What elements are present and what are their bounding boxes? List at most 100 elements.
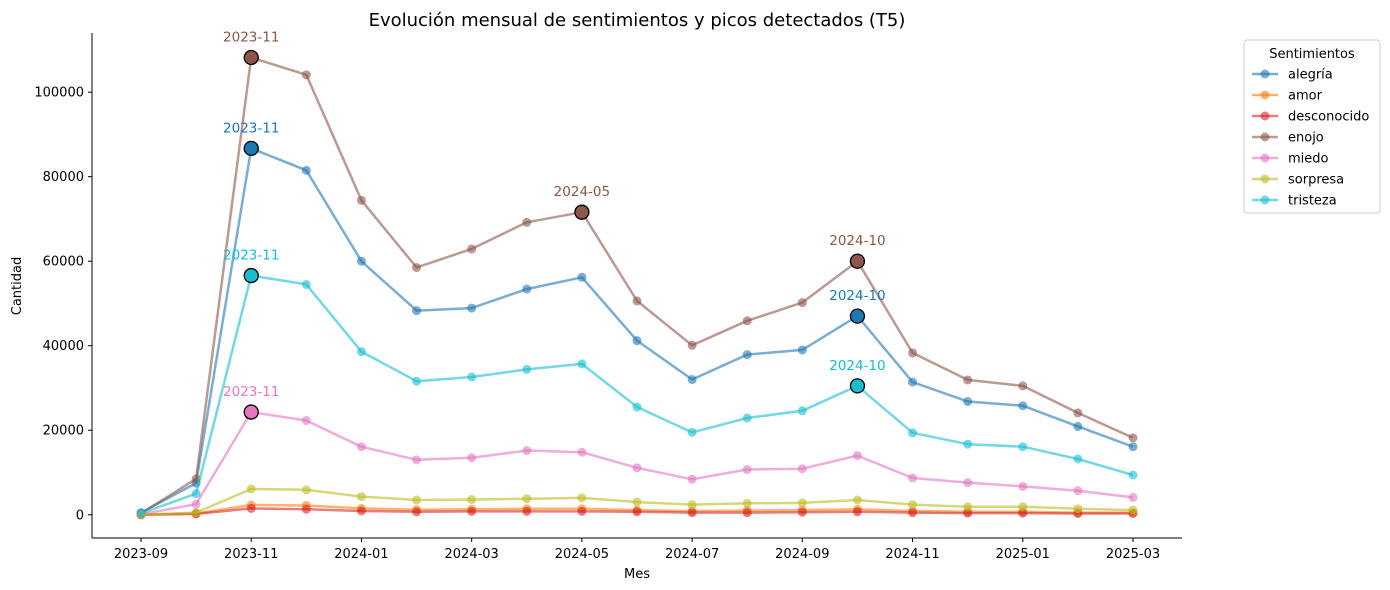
data-point: [301, 504, 311, 514]
data-point: [467, 495, 477, 505]
legend-label: alegría: [1288, 68, 1333, 83]
legend-label: desconocido: [1288, 110, 1369, 125]
peak-label: 2024-10: [829, 358, 885, 374]
x-tick-label: 2024-01: [334, 547, 388, 562]
peak-label: 2023-11: [223, 120, 279, 136]
legend-box: [1243, 39, 1381, 214]
data-point: [687, 340, 697, 350]
data-point: [742, 498, 752, 508]
peaks-layer: 2023-11 2024-05 2024-10 2023-11 2024-10 2023-…: [223, 30, 886, 420]
peak-label: 2024-05: [554, 184, 610, 200]
data-point: [742, 465, 752, 475]
legend-swatch-marker: [1260, 153, 1270, 163]
data-point: [852, 507, 862, 517]
data-point: [742, 413, 752, 423]
data-point: [467, 244, 477, 254]
x-tick-label: 2024-07: [665, 547, 719, 562]
chart-title: Evolución mensual de sentimientos y pico…: [369, 10, 906, 31]
y-tick-label: 20000: [43, 424, 84, 439]
x-tick-label: 2024-11: [885, 547, 939, 562]
data-point: [301, 416, 311, 426]
series-layer: [136, 53, 1138, 520]
data-point: [301, 70, 311, 80]
peak-marker: [849, 308, 866, 324]
data-point: [742, 316, 752, 326]
data-point: [797, 406, 807, 416]
series-alegría: [136, 143, 1138, 518]
x-tick-label: 2024-05: [555, 547, 609, 562]
data-point: [577, 447, 587, 457]
data-point: [908, 348, 918, 358]
data-point: [301, 485, 311, 495]
data-point: [136, 508, 146, 518]
legend-label: miedo: [1288, 152, 1329, 167]
data-point: [687, 508, 697, 518]
legend-label: enojo: [1288, 131, 1324, 146]
data-point: [467, 506, 477, 516]
data-point: [1128, 433, 1138, 443]
data-point: [852, 451, 862, 461]
data-point: [1128, 470, 1138, 480]
data-point: [191, 508, 201, 518]
legend-item-amor: amor: [1252, 89, 1323, 104]
data-point: [687, 427, 697, 437]
series-miedo: [136, 407, 1138, 519]
data-point: [1018, 481, 1028, 491]
legend-item-desconocido: desconocido: [1252, 110, 1369, 125]
series-sorpresa: [136, 484, 1138, 520]
legend-swatch-marker: [1260, 90, 1270, 100]
data-point: [687, 375, 697, 385]
data-point: [1018, 401, 1028, 411]
data-point: [467, 372, 477, 382]
series-line: [140, 274, 1134, 515]
data-point: [1073, 504, 1083, 514]
data-point: [356, 492, 366, 502]
data-point: [797, 345, 807, 355]
data-point: [797, 498, 807, 508]
legend-item-tristeza: tristeza: [1252, 194, 1337, 209]
peak-label: 2023-11: [223, 30, 279, 46]
x-tick-label: 2025-03: [1106, 547, 1160, 562]
data-point: [963, 508, 973, 518]
data-point: [908, 428, 918, 438]
peak-marker: [243, 267, 259, 284]
data-point: [356, 256, 366, 266]
data-point: [412, 306, 422, 316]
data-point: [1073, 454, 1083, 464]
data-point: [301, 279, 311, 289]
legend-swatch-marker: [1260, 195, 1270, 205]
data-point: [742, 508, 752, 518]
data-point: [1128, 505, 1138, 515]
data-point: [356, 442, 366, 452]
series-enojo: [136, 53, 1138, 518]
data-point: [632, 463, 642, 473]
legend-item-alegría: alegría: [1252, 68, 1333, 83]
data-point: [687, 474, 697, 484]
y-axis-label: Cantidad: [10, 257, 25, 315]
data-point: [632, 497, 642, 507]
data-point: [246, 484, 256, 494]
peak-marker: [574, 204, 590, 220]
data-point: [191, 499, 201, 509]
data-point: [412, 263, 422, 273]
data-point: [1018, 442, 1028, 452]
y-tick-label: 40000: [43, 339, 84, 354]
y-tick-label: 0: [76, 508, 84, 523]
legend-item-sorpresa: sorpresa: [1252, 173, 1344, 188]
data-point: [1073, 408, 1083, 418]
y-tick-label: 80000: [43, 170, 84, 185]
peak-marker: [243, 140, 259, 157]
y-tick-label: 100000: [34, 86, 84, 101]
legend-label: sorpresa: [1288, 173, 1344, 188]
data-point: [356, 195, 366, 205]
peak-label: 2024-10: [829, 233, 885, 249]
legend-swatch-marker: [1260, 132, 1270, 142]
peak-marker: [243, 49, 259, 66]
data-point: [908, 377, 918, 387]
data-point: [412, 507, 422, 517]
peak-marker: [849, 378, 866, 394]
peak-label: 2023-11: [223, 384, 279, 400]
data-point: [1018, 381, 1028, 391]
legend-title: Sentimientos: [1269, 47, 1355, 62]
